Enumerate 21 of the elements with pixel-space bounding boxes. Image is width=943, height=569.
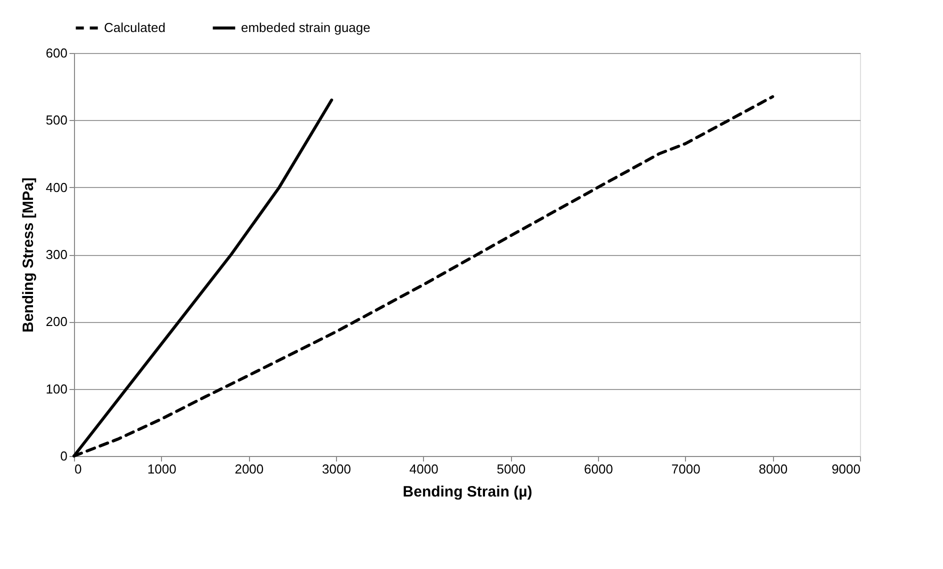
y-tick-label: 200 bbox=[46, 314, 68, 330]
x-tick-label: 9000 bbox=[832, 462, 860, 476]
y-tick-label: 0 bbox=[60, 448, 68, 464]
x-tick-label: 3000 bbox=[322, 462, 351, 476]
x-tick-label: 6000 bbox=[584, 462, 613, 476]
y-axis-title: Bending Stress [MPa] bbox=[20, 177, 37, 333]
x-tick-label: 7000 bbox=[671, 462, 700, 476]
x-axis-title: Bending Strain (µ) bbox=[402, 484, 532, 500]
x-tick-label: 4000 bbox=[409, 462, 438, 476]
x-tick-label: 5000 bbox=[496, 462, 526, 476]
legend-label: Calculated bbox=[104, 20, 166, 35]
y-tick-label: 600 bbox=[46, 46, 68, 60]
y-tick-label: 400 bbox=[46, 180, 68, 195]
y-tick-label: 100 bbox=[46, 381, 68, 396]
x-tick-label: 8000 bbox=[758, 462, 788, 476]
y-tick-label: 300 bbox=[46, 247, 68, 262]
x-tick-label: 0 bbox=[74, 462, 82, 476]
x-tick-label: 2000 bbox=[234, 462, 264, 476]
y-tick-label: 500 bbox=[46, 112, 68, 128]
legend-label: embeded strain guage bbox=[241, 20, 370, 35]
x-tick-label: 1000 bbox=[147, 462, 176, 476]
